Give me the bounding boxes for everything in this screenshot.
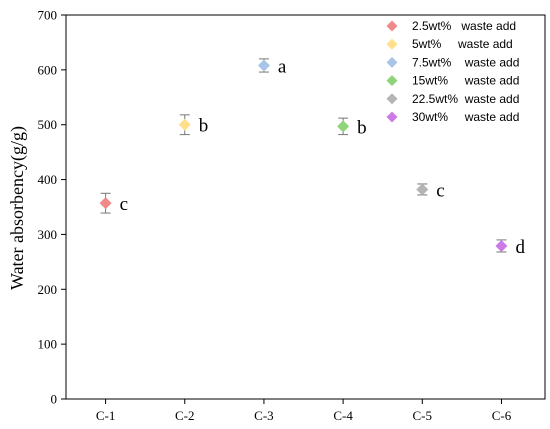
- significance-letter: a: [278, 56, 287, 77]
- y-tick-label: 500: [38, 117, 58, 132]
- legend-marker: [386, 93, 398, 105]
- x-axis: C-1 C-2 C-3 C-4 C-5 C-6: [96, 399, 512, 423]
- data-point: [337, 120, 350, 133]
- plot-border: [65, 14, 546, 400]
- x-tick-label: C-3: [254, 408, 274, 423]
- y-tick-label: 100: [38, 337, 58, 352]
- legend-label: 22.5wt% waste add: [412, 92, 519, 106]
- x-tick-label: C-1: [96, 408, 116, 423]
- legend-label: 5wt% waste add: [412, 37, 513, 51]
- legend-marker: [386, 56, 398, 68]
- legend-marker: [386, 111, 398, 123]
- y-axis: 0 100 200 300 400 500 600 700: [38, 8, 66, 407]
- y-tick-label: 600: [38, 62, 58, 77]
- x-tick-label: C-5: [413, 408, 433, 423]
- y-tick-label: 400: [38, 172, 58, 187]
- legend-marker: [386, 38, 398, 50]
- legend: 2.5wt% waste add 5wt% waste add 7.5wt% was…: [386, 19, 519, 124]
- x-tick-label: C-6: [492, 408, 512, 423]
- data-point: [99, 197, 112, 210]
- x-tick-label: C-2: [175, 408, 195, 423]
- legend-marker: [386, 20, 398, 32]
- legend-label: 7.5wt% waste add: [412, 55, 519, 69]
- legend-marker: [386, 75, 398, 87]
- significance-letter: c: [436, 180, 444, 201]
- data-point: [257, 59, 270, 72]
- y-tick-label: 300: [38, 227, 58, 242]
- data-marks: c b a b c d: [99, 56, 525, 258]
- y-tick-label: 0: [51, 392, 58, 407]
- legend-label: 15wt% waste add: [412, 74, 519, 88]
- x-tick-label: C-4: [333, 408, 353, 423]
- y-axis-label: Water absorbency(g/g): [7, 126, 28, 290]
- legend-label: 30wt% waste add: [412, 110, 519, 124]
- significance-letter: d: [515, 237, 525, 258]
- legend-label: 2.5wt% waste add: [412, 19, 516, 33]
- significance-letter: b: [199, 116, 209, 137]
- y-tick-label: 200: [38, 282, 58, 297]
- plot-frame: [65, 14, 546, 400]
- significance-letter: c: [120, 194, 128, 215]
- data-point: [495, 239, 508, 252]
- significance-letter: b: [357, 117, 367, 138]
- data-point: [178, 118, 191, 131]
- y-tick-label: 700: [38, 8, 58, 23]
- data-point: [416, 183, 429, 196]
